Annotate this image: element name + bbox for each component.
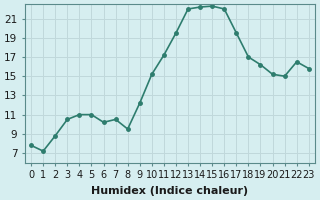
X-axis label: Humidex (Indice chaleur): Humidex (Indice chaleur) (92, 186, 249, 196)
